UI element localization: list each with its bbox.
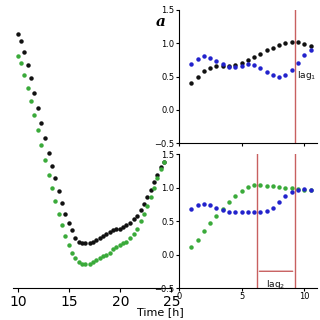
Text: a: a [156, 15, 165, 29]
Text: lag$_1$: lag$_1$ [297, 69, 317, 82]
Text: Time [h]: Time [h] [137, 307, 183, 317]
Text: lag$_2$: lag$_2$ [267, 278, 286, 291]
